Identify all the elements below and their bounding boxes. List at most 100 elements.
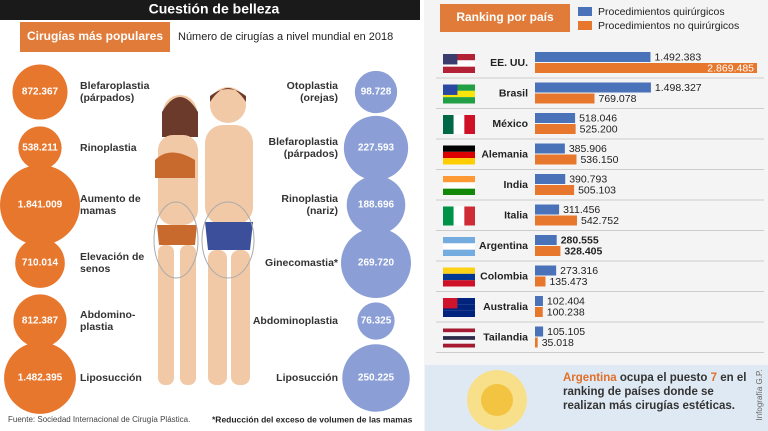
note-text: ocupa el puesto (619, 372, 708, 384)
flag (443, 249, 475, 256)
bar (535, 52, 651, 62)
value-label: 280.555 (561, 234, 599, 246)
bar (535, 93, 595, 104)
value-label: 1.492.383 (654, 51, 701, 63)
title: Cuestión de belleza (149, 1, 280, 17)
subtitle-box (20, 22, 170, 52)
header-bar (0, 0, 420, 20)
value-label: 538.211 (22, 143, 58, 154)
source: Fuente: Sociedad Internacional de Cirugí… (8, 415, 190, 424)
bar (535, 82, 651, 93)
flag (443, 66, 475, 73)
flag (443, 54, 458, 65)
value-label: 525.200 (580, 123, 618, 135)
value-label: 250.225 (358, 373, 395, 384)
value-label: 328.405 (564, 245, 602, 257)
bubble (0, 165, 80, 245)
value-label: 188.696 (358, 200, 395, 211)
bubble (343, 115, 409, 181)
legend-label: Procedimientos quirúrgicos (598, 6, 725, 18)
flag (443, 84, 475, 91)
flag (443, 145, 475, 152)
bar (535, 185, 575, 195)
flag (443, 343, 475, 348)
flag (443, 298, 458, 309)
value-label: 1.482.395 (18, 373, 63, 384)
bar (535, 143, 565, 154)
value-label: 1.498.327 (655, 82, 702, 94)
value-label: 710.014 (22, 258, 59, 269)
subtitle: Cirugías más populares (27, 29, 163, 43)
bar (535, 307, 543, 317)
flag (443, 298, 475, 305)
value-label: 269.720 (358, 258, 395, 269)
category-label: India (503, 179, 528, 191)
flag (443, 176, 475, 183)
bar (535, 113, 576, 123)
flag (443, 267, 475, 274)
category-label: Alemania (481, 148, 528, 160)
flag (453, 115, 465, 134)
category-label: Otoplastia (orejas) (286, 80, 338, 104)
value-label: 518.046 (579, 112, 617, 124)
value-label: 273.316 (560, 265, 598, 277)
category-label: Italia (504, 209, 528, 221)
note: Argentina ocupa el puesto 7 en el rankin… (563, 371, 753, 413)
value-label: 105.105 (547, 326, 585, 338)
flag (464, 206, 475, 226)
flag (443, 84, 458, 95)
flag (443, 336, 475, 340)
category-label: Elevación de senos (80, 251, 145, 275)
bar (535, 63, 757, 73)
category-label: Rinoplastia (80, 142, 137, 154)
category-label: Liposucción (80, 372, 142, 384)
flag (443, 237, 475, 244)
value-label: 98.728 (361, 87, 392, 98)
category-label: Blefaroplastia (párpados) (268, 136, 338, 160)
legend-swatch (578, 21, 592, 30)
category-label: Ginecomastia* (265, 257, 338, 269)
bubble (346, 175, 406, 235)
bubble (341, 228, 411, 298)
credit: Infografía G.P. (755, 370, 764, 421)
flag (443, 151, 475, 159)
bubble (342, 344, 410, 412)
flag (443, 243, 475, 250)
footnote: *Reducción del exceso de volumen de las … (212, 414, 413, 424)
flag (443, 339, 475, 344)
flag (443, 280, 475, 287)
flag (443, 54, 475, 61)
category-label: Australia (483, 301, 528, 313)
ranking-title-box (440, 4, 570, 32)
bubble (13, 294, 67, 348)
flag (443, 90, 475, 98)
legend-label: Procedimientos no quirúrgicos (598, 20, 739, 32)
flag (443, 115, 454, 134)
value-label: 2.869.485 (707, 62, 754, 74)
flag (443, 273, 475, 281)
value-label: 536.150 (580, 154, 618, 166)
value-label: 76.325 (361, 316, 392, 327)
flag (443, 158, 475, 165)
value-label: 812.387 (22, 316, 59, 327)
bubble (12, 64, 68, 120)
bar (535, 215, 577, 226)
category-label: Aumento de mamas (80, 193, 141, 217)
value-label: 227.593 (358, 143, 395, 154)
description: Número de cirugías a nivel mundial en 20… (178, 31, 393, 43)
bar (535, 296, 543, 306)
bar (535, 265, 557, 276)
category-label: Colombia (480, 270, 528, 282)
category-label: EE. UU. (490, 57, 528, 69)
flag (453, 206, 465, 226)
category-label: Liposucción (276, 372, 338, 384)
category-label: Argentina (479, 240, 528, 252)
category-label: Rinoplastia (nariz) (281, 193, 338, 217)
flag (443, 182, 475, 189)
value-label: 102.404 (547, 295, 585, 307)
bar (535, 235, 557, 245)
ranking-title: Ranking por país (456, 10, 554, 24)
value-label: 135.473 (549, 276, 587, 288)
category-label: Abdomino-plastia (80, 309, 136, 333)
